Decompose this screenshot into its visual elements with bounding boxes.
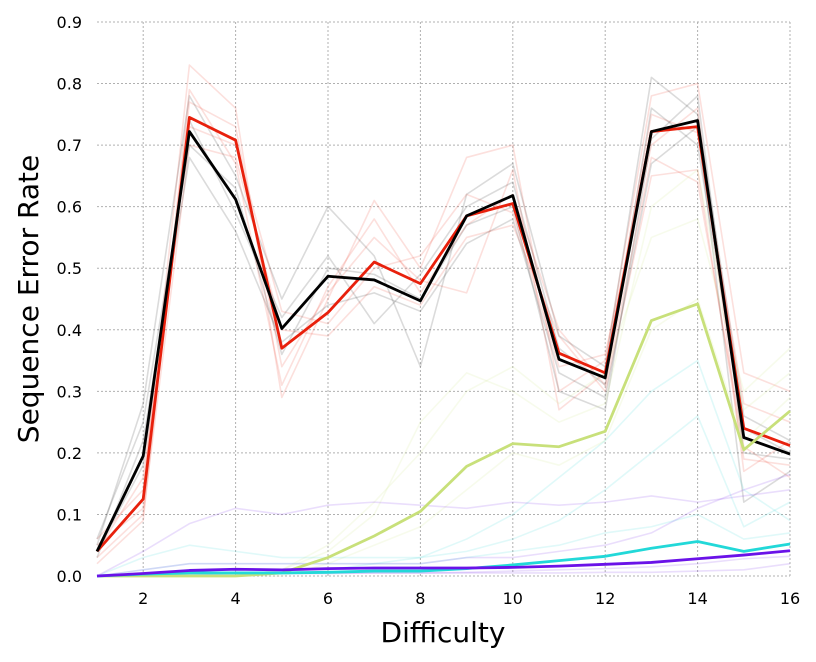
x-tick-label: 14: [687, 589, 707, 608]
series-line-faint: [96, 489, 791, 577]
x-tick-label: 8: [415, 589, 425, 608]
series-line-faint: [96, 415, 791, 577]
series-line-faint: [96, 359, 791, 577]
y-tick-label: 0.3: [57, 382, 82, 401]
series-line-faint: [96, 144, 791, 559]
x-tick-label: 12: [595, 589, 615, 608]
series-line-faint: [97, 562, 791, 577]
y-tick-label: 0.0: [57, 567, 82, 586]
x-tick-label: 6: [323, 589, 333, 608]
y-tick-label: 0.9: [57, 13, 82, 32]
x-tick-label: 4: [231, 589, 241, 608]
x-tick-label: 16: [780, 589, 800, 608]
series-line-faint: [96, 76, 791, 546]
y-tick-label: 0.8: [57, 75, 82, 94]
y-axis-label: Sequence Error Rate: [12, 155, 45, 443]
x-tick-label: 10: [503, 589, 523, 608]
series-layer: [95, 64, 791, 578]
x-tick-label: 2: [138, 589, 148, 608]
y-tick-label: 0.6: [57, 198, 82, 217]
series-line: [96, 540, 791, 578]
series-line-faint: [96, 88, 791, 565]
series-line-faint: [96, 95, 791, 540]
series-line: [96, 549, 791, 578]
series-line-faint: [96, 101, 791, 546]
x-axis-label: Difficulty: [381, 616, 506, 649]
series-line-faint: [96, 64, 791, 540]
y-tick-label: 0.7: [57, 136, 82, 155]
series-line: [95, 119, 791, 552]
y-tick-label: 0.5: [57, 259, 82, 278]
y-tick-label: 0.1: [57, 505, 82, 524]
y-tick-labels: 0.0 0.1 0.2 0.3 0.4 0.5 0.6 0.7 0.8 0.9: [57, 13, 82, 586]
grid: [97, 21, 791, 577]
series-line: [95, 116, 791, 553]
series-line-faint: [96, 473, 791, 577]
y-tick-label: 0.4: [57, 321, 82, 340]
series-line-faint: [97, 298, 791, 577]
series-line-faint: [96, 125, 791, 558]
y-tick-label: 0.2: [57, 444, 82, 463]
x-tick-labels: 2 4 6 8 10 12 14 16: [138, 589, 800, 608]
series-line: [97, 302, 791, 578]
